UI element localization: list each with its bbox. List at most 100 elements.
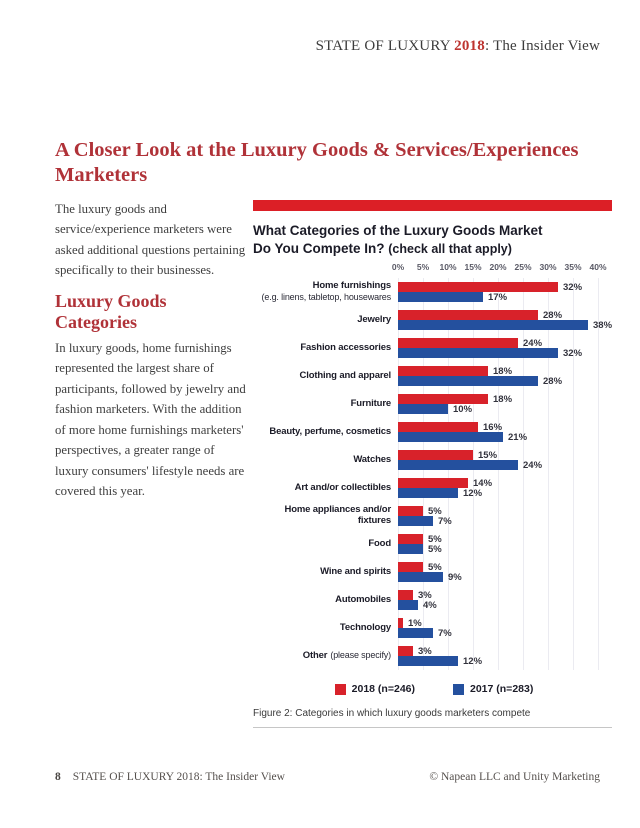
axis-tick-label: 5%: [416, 262, 430, 273]
bar-line: 15%: [398, 449, 615, 461]
value-label: 17%: [488, 291, 508, 303]
bar-2017: [398, 320, 588, 331]
value-label: 24%: [523, 459, 543, 471]
category-label: Beauty, perfume, cosmetics: [253, 425, 398, 438]
bar-2017: [398, 292, 483, 303]
bar-line: 21%: [398, 432, 615, 443]
bar-line: 5%: [398, 533, 615, 545]
bar-2017: [398, 488, 458, 499]
figure-divider: [253, 727, 612, 729]
gridline: [598, 278, 599, 671]
value-label: 7%: [438, 515, 452, 527]
axis-tick-label: 20%: [489, 262, 507, 273]
value-label: 32%: [563, 281, 583, 293]
bar-line: 5%: [398, 544, 615, 555]
bar-line: 7%: [398, 515, 615, 527]
category-label-text: Watches: [353, 453, 391, 465]
value-label: 14%: [473, 477, 493, 489]
category-label-text: Clothing and apparel: [299, 369, 392, 381]
chart-row: Watches 15% 24%: [253, 446, 615, 474]
category-label-text: Beauty, perfume, cosmetics: [269, 425, 391, 437]
gridline: [473, 278, 474, 671]
bar-2017: [398, 404, 448, 415]
bar-2017: [398, 628, 433, 639]
bar-2018: [398, 282, 558, 293]
bar-group: 18% 10%: [398, 394, 615, 415]
plot-area: Home furnishings (e.g. linens, tabletop, …: [253, 278, 615, 671]
value-label: 9%: [448, 571, 462, 583]
bar-2017: [398, 516, 433, 527]
bar-group: 15% 24%: [398, 449, 615, 471]
gridline: [548, 278, 549, 671]
running-header-suffix: : The Insider View: [484, 38, 600, 54]
gridline: [498, 278, 499, 671]
bar-2018: [398, 618, 403, 629]
bar-2018: [398, 646, 413, 657]
value-label: 4%: [423, 599, 437, 611]
category-label-text: Other: [302, 650, 328, 662]
value-label: 5%: [428, 561, 442, 573]
bar-line: 32%: [398, 281, 615, 293]
value-label: 1%: [408, 617, 422, 629]
intro-column: The luxury goods and service/experience …: [55, 199, 247, 508]
bar-group: 18% 28%: [398, 365, 615, 387]
bar-2017: [398, 432, 503, 443]
value-label: 15%: [478, 449, 498, 461]
axis-tick-label: 15%: [464, 262, 482, 273]
bar-group: 1% 7%: [398, 617, 615, 639]
chart-row: Technology 1% 7%: [253, 614, 615, 642]
bar-line: 28%: [398, 375, 615, 387]
red-banner-rule: [253, 200, 612, 211]
bar-group: 3% 4%: [398, 590, 615, 611]
chart-row: Beauty, perfume, cosmetics 16% 21%: [253, 418, 615, 446]
category-label: Watches: [253, 453, 398, 466]
category-label-text: Furniture: [350, 397, 391, 409]
bar-line: 16%: [398, 421, 615, 433]
bar-line: 18%: [398, 394, 615, 405]
value-label: 5%: [428, 533, 442, 545]
bar-group: 16% 21%: [398, 421, 615, 443]
bar-chart: 0% 5% 10% 15% 20% 25% 30% 35% 40% Home furnishin…: [253, 262, 615, 671]
gridline: [573, 278, 574, 671]
category-label: Food: [253, 538, 398, 550]
legend-swatch: [334, 683, 346, 695]
value-label: 24%: [523, 337, 543, 349]
chart-row: Wine and spirits 5% 9%: [253, 558, 615, 586]
category-label: Technology: [253, 621, 398, 634]
bar-line: 14%: [398, 477, 615, 489]
category-label-text: Automobiles: [335, 593, 391, 605]
footer-right: © Napean LLC and Unity Marketing: [429, 771, 600, 783]
bar-line: 32%: [398, 348, 615, 359]
page-number: 8: [55, 771, 61, 783]
bar-group: 14% 12%: [398, 477, 615, 499]
value-label: 3%: [418, 645, 432, 657]
gridline: [448, 278, 449, 671]
bar-line: 5%: [398, 506, 615, 517]
body-paragraph: In luxury goods, home furnishings repres…: [55, 340, 246, 499]
axis-tick-label: 30%: [539, 262, 557, 273]
value-label: 16%: [483, 421, 503, 433]
category-label-text: Jewelry: [357, 313, 391, 325]
value-label: 28%: [543, 375, 563, 387]
running-header-prefix: STATE OF LUXURY: [315, 38, 455, 54]
category-label: Fashion accessories: [253, 342, 398, 354]
footer-left-text: STATE OF LUXURY 2018: The Insider View: [72, 771, 285, 783]
bar-2018: [398, 562, 423, 573]
bar-line: 12%: [398, 655, 615, 667]
category-label-note: (please specify): [330, 650, 391, 661]
bar-line: 7%: [398, 628, 615, 639]
chart-title: What Categories of the Luxury Goods Mark…: [253, 222, 615, 257]
bar-2018: [398, 310, 538, 321]
value-label: 12%: [463, 655, 483, 667]
value-label: 18%: [493, 365, 513, 377]
bar-2018: [398, 394, 488, 405]
category-label-text: Technology: [339, 621, 391, 633]
gridline: [398, 278, 399, 671]
bar-2017: [398, 572, 443, 583]
legend-label: 2017 (n=283): [470, 683, 534, 696]
running-header: STATE OF LUXURY 2018: The Insider View: [316, 38, 600, 55]
chart-row: Home appliances and/or fixtures 5% 7%: [253, 502, 615, 530]
category-label: Home furnishings (e.g. linens, tabletop, …: [253, 280, 398, 304]
axis-tick-label: 10%: [439, 262, 457, 273]
chart-row: Food 5% 5%: [253, 530, 615, 558]
